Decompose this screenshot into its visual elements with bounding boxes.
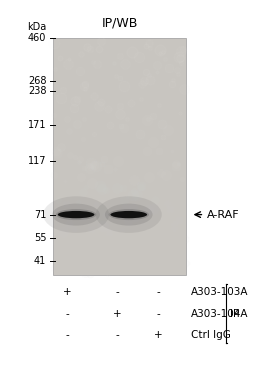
Text: 238: 238 [28, 86, 46, 96]
Text: IP: IP [230, 309, 239, 319]
Text: 460: 460 [28, 33, 46, 43]
Text: +: + [113, 309, 122, 319]
Ellipse shape [58, 211, 94, 218]
Text: A303-104A: A303-104A [191, 309, 248, 319]
Ellipse shape [43, 196, 109, 233]
Text: IP/WB: IP/WB [101, 17, 138, 30]
Ellipse shape [56, 209, 96, 220]
Ellipse shape [110, 211, 147, 218]
Text: Ctrl IgG: Ctrl IgG [191, 330, 230, 340]
Text: 71: 71 [34, 209, 46, 219]
Text: +: + [154, 330, 163, 340]
Text: -: - [157, 287, 161, 297]
Text: 268: 268 [28, 77, 46, 86]
Text: -: - [65, 330, 69, 340]
Text: 171: 171 [28, 120, 46, 130]
Text: -: - [65, 309, 69, 319]
Bar [53, 38, 186, 275]
Text: 41: 41 [34, 256, 46, 266]
Ellipse shape [105, 203, 153, 225]
Text: -: - [115, 287, 119, 297]
Text: 55: 55 [34, 233, 46, 243]
Text: kDa: kDa [27, 22, 46, 32]
Ellipse shape [109, 209, 149, 220]
Text: -: - [115, 330, 119, 340]
Text: A303-103A: A303-103A [191, 287, 248, 297]
Ellipse shape [52, 203, 100, 225]
Text: A-RAF: A-RAF [207, 209, 239, 219]
Text: 117: 117 [28, 156, 46, 166]
Text: -: - [157, 309, 161, 319]
Ellipse shape [96, 196, 162, 233]
Text: +: + [63, 287, 71, 297]
